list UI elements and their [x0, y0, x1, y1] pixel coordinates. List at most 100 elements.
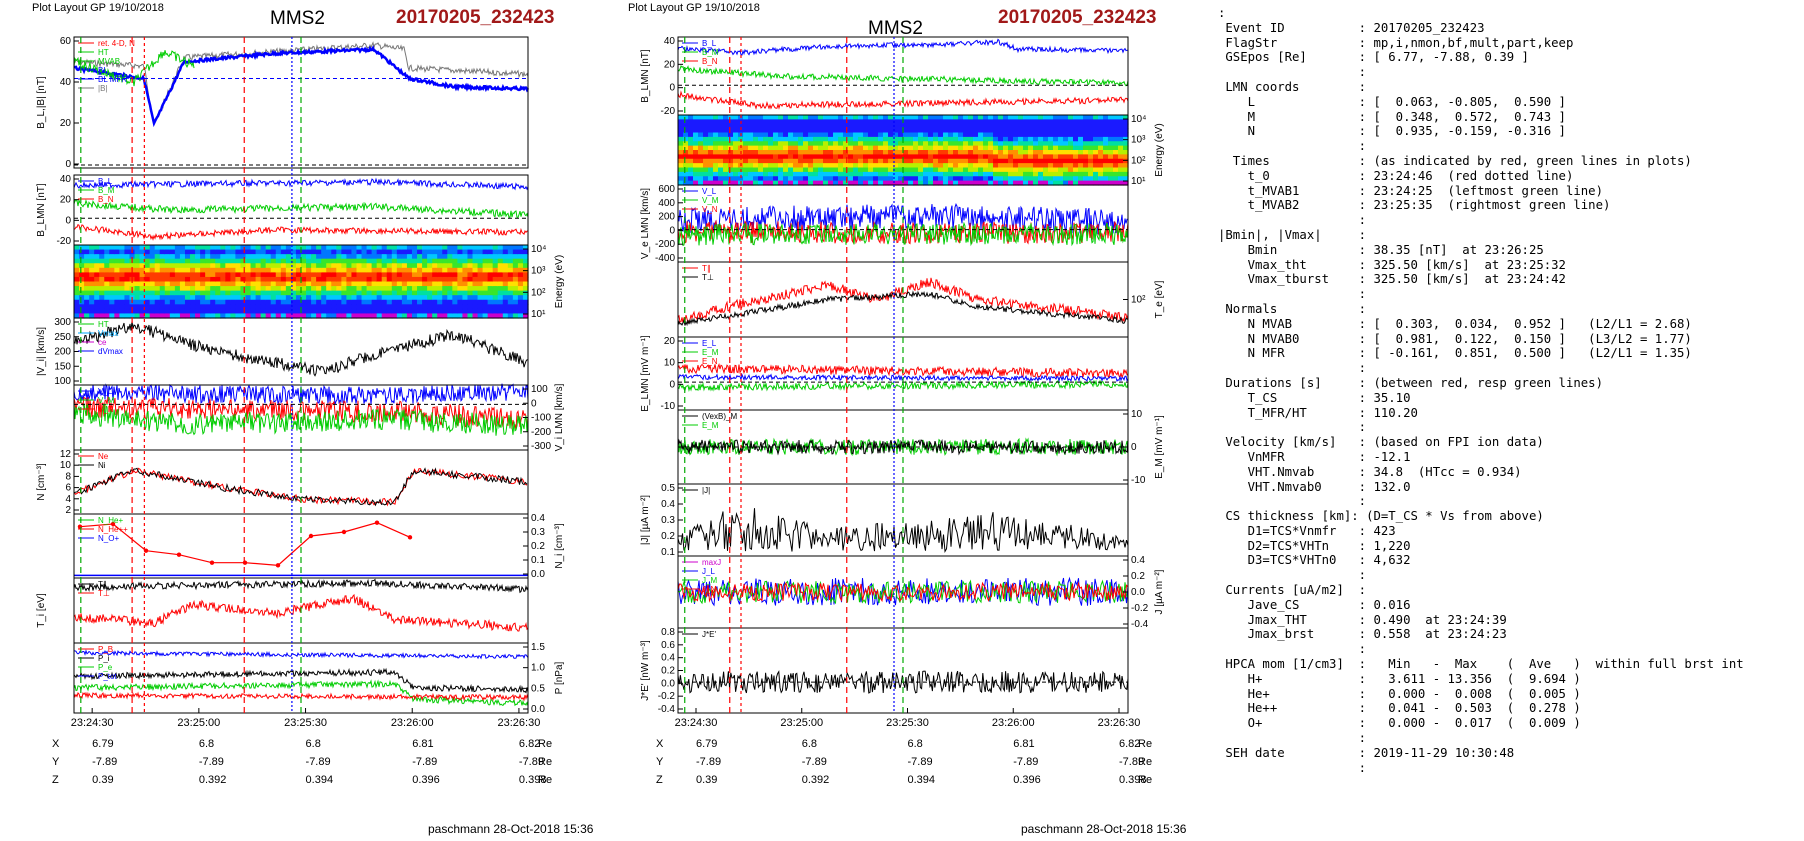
- spectrogram-cell: [184, 263, 191, 269]
- spectrogram-cell: [1008, 136, 1014, 142]
- spectrogram-cell: [119, 313, 126, 319]
- spectrogram-cell: [753, 171, 759, 177]
- spectrogram-cell: [1018, 154, 1024, 160]
- spectrogram-cell: [94, 304, 100, 310]
- spectrogram-cell: [878, 123, 884, 129]
- spectrogram-cell: [321, 276, 327, 283]
- spectrogram-cell: [973, 115, 979, 120]
- spectrogram-cell: [74, 299, 80, 305]
- spectrogram-cell: [99, 267, 105, 273]
- spectrogram-cell: [104, 263, 110, 269]
- spectrogram-cell: [688, 158, 694, 164]
- spectrogram-cell: [678, 171, 684, 177]
- spectrogram-cell: [285, 286, 292, 292]
- spectrogram-cell: [220, 299, 226, 305]
- spectrogram-cell: [401, 263, 408, 269]
- spectrogram-cell: [79, 263, 85, 269]
- spectrogram-cell: [437, 272, 443, 278]
- spectrogram-cell: [84, 258, 90, 264]
- spectrogram-cell: [938, 132, 944, 138]
- spectrogram-cell: [708, 154, 714, 160]
- y-tick-label: 0.0: [1131, 587, 1145, 598]
- spectrogram-cell: [1048, 136, 1054, 142]
- spectrogram-cell: [868, 158, 874, 164]
- spectrogram-cell: [361, 281, 368, 287]
- spectrogram-cell: [678, 123, 684, 129]
- spectrogram-cell: [149, 263, 156, 269]
- spectrogram-cell: [1103, 115, 1109, 120]
- legend-entry: J*E': [702, 630, 716, 639]
- spectrogram-cell: [104, 286, 110, 292]
- spectrogram-cell: [331, 313, 337, 319]
- spectrogram-cell: [442, 313, 448, 319]
- spectrogram-cell: [1113, 128, 1119, 134]
- spectrogram-cell: [778, 123, 784, 129]
- spectrogram-cell: [447, 281, 453, 287]
- spectrogram-cell: [149, 308, 156, 315]
- spectrogram-cell: [144, 281, 151, 287]
- spectrogram-cell: [119, 272, 126, 278]
- spectrogram-cell: [235, 299, 242, 305]
- spectrogram-cell: [1073, 167, 1079, 173]
- spectrogram-cell: [290, 258, 297, 264]
- spectrogram-cell: [366, 263, 373, 269]
- y-axis-label: B_LMN [nT]: [640, 49, 651, 103]
- spectrogram-cell: [873, 176, 879, 182]
- spectrogram-cell: [260, 295, 267, 301]
- spectrogram-cell: [758, 145, 764, 151]
- spectrogram-cell: [79, 254, 85, 260]
- spectrogram-cell: [1028, 167, 1034, 173]
- spectrogram-cell: [938, 176, 944, 182]
- spectrogram-cell: [129, 254, 136, 260]
- spectrogram-cell: [718, 145, 724, 151]
- spectrogram-cell: [1068, 128, 1074, 134]
- spectrogram-cell: [1043, 158, 1049, 164]
- spectrogram-cell: [893, 115, 899, 120]
- spectrogram-cell: [723, 123, 729, 129]
- event-summary-panel: : Event ID : 20170205_232423 FlagStr : m…: [1218, 6, 1798, 796]
- spectrogram-cell: [316, 313, 322, 319]
- spectrogram-cell: [396, 267, 403, 273]
- spectrogram-cell: [184, 258, 191, 264]
- spectrogram-cell: [154, 308, 161, 315]
- spectrogram-cell: [84, 304, 90, 310]
- spectrogram-cell: [159, 276, 166, 283]
- spectrogram-cell: [698, 154, 704, 160]
- spectrogram-cell: [522, 258, 529, 264]
- spectrogram-cell: [843, 176, 849, 182]
- spectrogram-cell: [306, 295, 312, 301]
- spectrogram-cell: [1023, 141, 1029, 147]
- spectrogram-cell: [688, 163, 694, 169]
- spectrogram-cell: [124, 249, 131, 255]
- spectrogram-cell: [235, 249, 242, 255]
- spectrogram-cell: [803, 136, 809, 142]
- y-axis-label: Energy (eV): [1154, 123, 1165, 176]
- spectrogram-cell: [958, 119, 964, 125]
- spectrogram-cell: [361, 267, 368, 273]
- spectrogram-cell: [205, 249, 211, 255]
- spectrogram-cell: [301, 308, 307, 315]
- spectrogram-cell: [205, 258, 211, 264]
- spectrogram-cell: [190, 299, 196, 305]
- spectrogram-cell: [1048, 132, 1054, 138]
- spectrogram-cell: [457, 313, 464, 319]
- spectrogram-cell: [983, 167, 989, 173]
- spectrogram-cell: [723, 136, 729, 142]
- spectrogram-cell: [215, 286, 221, 292]
- spectrogram-cell: [179, 272, 186, 278]
- spectrogram-cell: [913, 141, 919, 147]
- spectrogram-cell: [833, 119, 839, 125]
- spectrogram-cell: [798, 136, 804, 142]
- spectrogram-cell: [386, 249, 393, 255]
- spectrogram-cell: [260, 254, 267, 260]
- spectrogram-cell: [938, 167, 944, 173]
- spectrogram-cell: [336, 245, 342, 251]
- spectrogram-cell: [708, 180, 714, 186]
- spectrogram-cell: [366, 254, 373, 260]
- spectrogram-cell: [703, 115, 709, 120]
- y-tick-label: 250: [54, 332, 71, 343]
- spectrogram-cell: [154, 290, 161, 296]
- spectrogram-cell: [1038, 163, 1044, 169]
- spectrogram-cell: [200, 276, 206, 283]
- spectrogram-cell: [84, 299, 90, 305]
